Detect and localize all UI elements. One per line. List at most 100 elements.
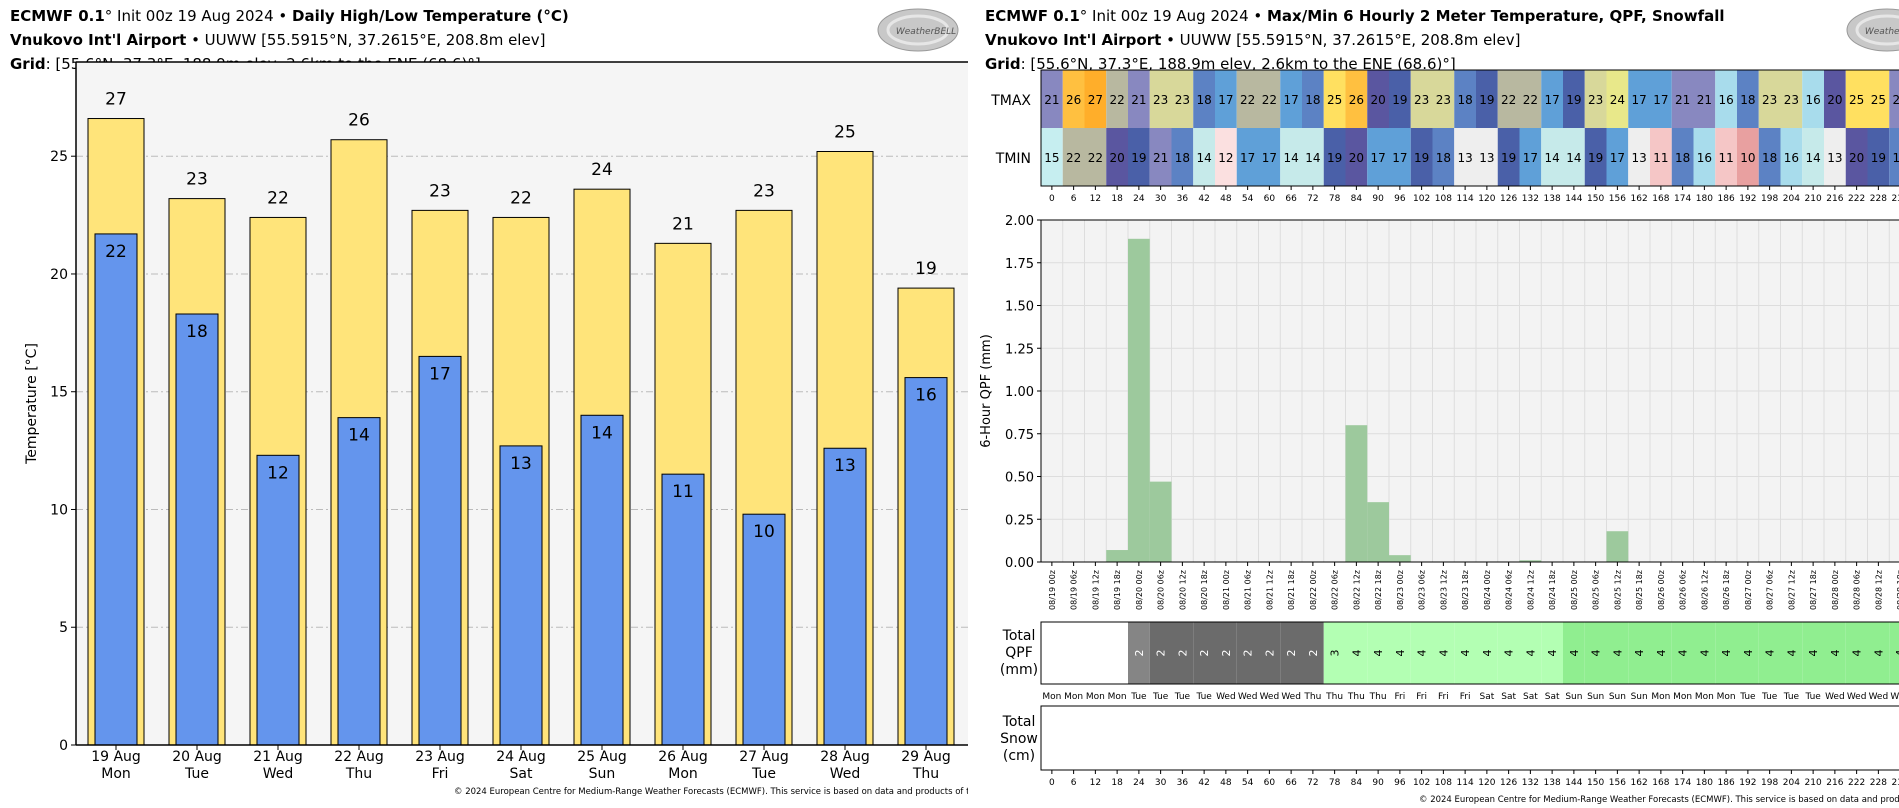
- qpf-x-tick-label: 08/28 00z: [1831, 570, 1840, 610]
- qpf-x-tick-label: 08/20 06z: [1157, 570, 1166, 610]
- snow-hour-tick-label: 90: [1372, 778, 1384, 788]
- qpf-x-tick-label: 08/21 18z: [1287, 570, 1296, 610]
- hour-tick-label: 204: [1783, 194, 1800, 204]
- high-temp-label: 22: [510, 188, 532, 208]
- x-tick-day: Sat: [510, 766, 533, 782]
- total-qpf-cell: [1215, 622, 1237, 684]
- total-qpf-cell: [1867, 622, 1890, 684]
- x-tick-date: 19 Aug: [91, 749, 141, 765]
- tmax-value: 16: [1718, 93, 1733, 107]
- tmin-value: 17: [1392, 151, 1407, 165]
- low-temp-bar: [418, 355, 462, 746]
- qpf-x-tick-label: 08/21 06z: [1244, 570, 1253, 610]
- tmin-cell: [1193, 128, 1215, 186]
- tmin-cell: [1410, 128, 1433, 186]
- total-qpf-value: 4: [1698, 650, 1711, 657]
- tmin-value: 12: [1218, 151, 1233, 165]
- tmax-cell: [1824, 70, 1846, 128]
- tmax-value: 23: [1784, 93, 1799, 107]
- tmin-value: 13: [1827, 151, 1842, 165]
- snow-hour-tick-label: 84: [1351, 778, 1363, 788]
- hour-tick-label: 228: [1870, 194, 1887, 204]
- tmin-value: 20: [1349, 151, 1364, 165]
- total-qpf-cell: [1236, 622, 1259, 684]
- total-qpf-cell: [1410, 622, 1433, 684]
- tmin-cell: [1628, 128, 1650, 186]
- tmax-value: 22: [1109, 93, 1124, 107]
- total-qpf-value: 2: [1198, 650, 1211, 657]
- right-model: ECMWF 0.1: [985, 7, 1080, 25]
- total-qpf-value: 4: [1372, 650, 1385, 657]
- qpf-x-tick-label: 08/28 06z: [1853, 570, 1862, 610]
- snow-hour-tick-label: 24: [1133, 778, 1145, 788]
- tmin-cell: [1389, 128, 1411, 186]
- right-grid-details: : [55.6°N, 37.3°E, 188.9m elev, 2.6km to…: [1020, 55, 1456, 73]
- snow-hour-tick-label: 216: [1826, 778, 1843, 788]
- hour-tick-label: 18: [1111, 194, 1123, 204]
- tmin-value: 22: [1088, 151, 1103, 165]
- tmin-cell: [1584, 128, 1607, 186]
- day-tick-label: Tue: [1761, 692, 1778, 702]
- low-temp-label: 14: [348, 426, 370, 446]
- day-tick-label: Mon: [1673, 692, 1692, 702]
- snow-hour-tick-label: 54: [1242, 778, 1254, 788]
- snow-hour-tick-label: 204: [1783, 778, 1800, 788]
- tmin-value: 19: [1414, 151, 1429, 165]
- total-qpf-value: 2: [1285, 650, 1298, 657]
- qpf-y-tick-label: 0.25: [1005, 513, 1034, 528]
- qpf-x-tick-label: 08/27 00z: [1744, 570, 1753, 610]
- total-qpf-cell: [1628, 622, 1650, 684]
- total-qpf-cell: [1454, 622, 1476, 684]
- tmin-value: 11: [1653, 151, 1668, 165]
- daily-temperature-panel: ECMWF 0.1° Init 00z 19 Aug 2024 • Daily …: [10, 7, 968, 797]
- day-tick-label: Wed: [1890, 692, 1899, 702]
- tmax-value: 18: [1196, 93, 1211, 107]
- qpf-plot-border: [1040, 219, 1899, 563]
- tmax-cell: [1280, 70, 1302, 128]
- low-temp-label: 13: [510, 454, 532, 474]
- x-tick-date: 23 Aug: [415, 749, 465, 765]
- total-qpf-cell: [1062, 622, 1085, 684]
- tmin-value: 14: [1805, 151, 1820, 165]
- day-tick-label: Thu: [1303, 692, 1321, 702]
- tmax-value: 24: [1610, 93, 1625, 107]
- right-logo-text: WeatherBELL: [1865, 27, 1899, 37]
- day-tick-label: Mon: [1108, 692, 1127, 702]
- day-tick-label: Fri: [1395, 692, 1406, 702]
- snow-hour-tick-label: 192: [1739, 778, 1756, 788]
- hour-tick-label: 156: [1609, 194, 1626, 204]
- snow-hour-tick-label: 102: [1413, 778, 1430, 788]
- total-qpf-value: 4: [1785, 650, 1798, 657]
- qpf-x-tick-label: 08/23 06z: [1418, 570, 1427, 610]
- tmax-value: 26: [1349, 93, 1364, 107]
- tmax-value: 23: [1588, 93, 1603, 107]
- tmax-value: 20: [1827, 93, 1842, 107]
- tmin-row-label: TMIN: [995, 151, 1031, 167]
- left-model-suffix: ° Init 00z 19 Aug 2024 •: [104, 7, 292, 25]
- tmax-value: 20: [1370, 93, 1385, 107]
- tmin-cell: [1541, 128, 1563, 186]
- high-temp-label: 27: [105, 90, 127, 110]
- x-tick-date: 28 Aug: [820, 749, 870, 765]
- total-qpf-value: 4: [1481, 650, 1494, 657]
- tmin-cell: [1258, 128, 1281, 186]
- high-temp-label: 23: [186, 170, 208, 190]
- hour-tick-label: 180: [1696, 194, 1713, 204]
- day-tick-label: Sun: [1609, 692, 1626, 702]
- total-qpf-cell: [1432, 622, 1455, 684]
- high-temp-label: 19: [915, 259, 937, 279]
- total-qpf-cell: [1802, 622, 1824, 684]
- qpf-x-tick-label: 08/27 18z: [1809, 570, 1818, 610]
- tmin-cell: [1671, 128, 1694, 186]
- qpf-bar: [1389, 555, 1411, 562]
- day-tick-label: Sun: [1587, 692, 1604, 702]
- day-tick-label: Wed: [1825, 692, 1845, 702]
- total-qpf-cell: [1389, 622, 1411, 684]
- snow-hour-tick-label: 108: [1435, 778, 1452, 788]
- tmin-cell: [1650, 128, 1672, 186]
- tmin-value: 18: [1675, 151, 1690, 165]
- y-tick-label: 15: [50, 385, 68, 401]
- snow-hour-tick-label: 114: [1457, 778, 1474, 788]
- snow-hour-tick-label: 210: [1805, 778, 1822, 788]
